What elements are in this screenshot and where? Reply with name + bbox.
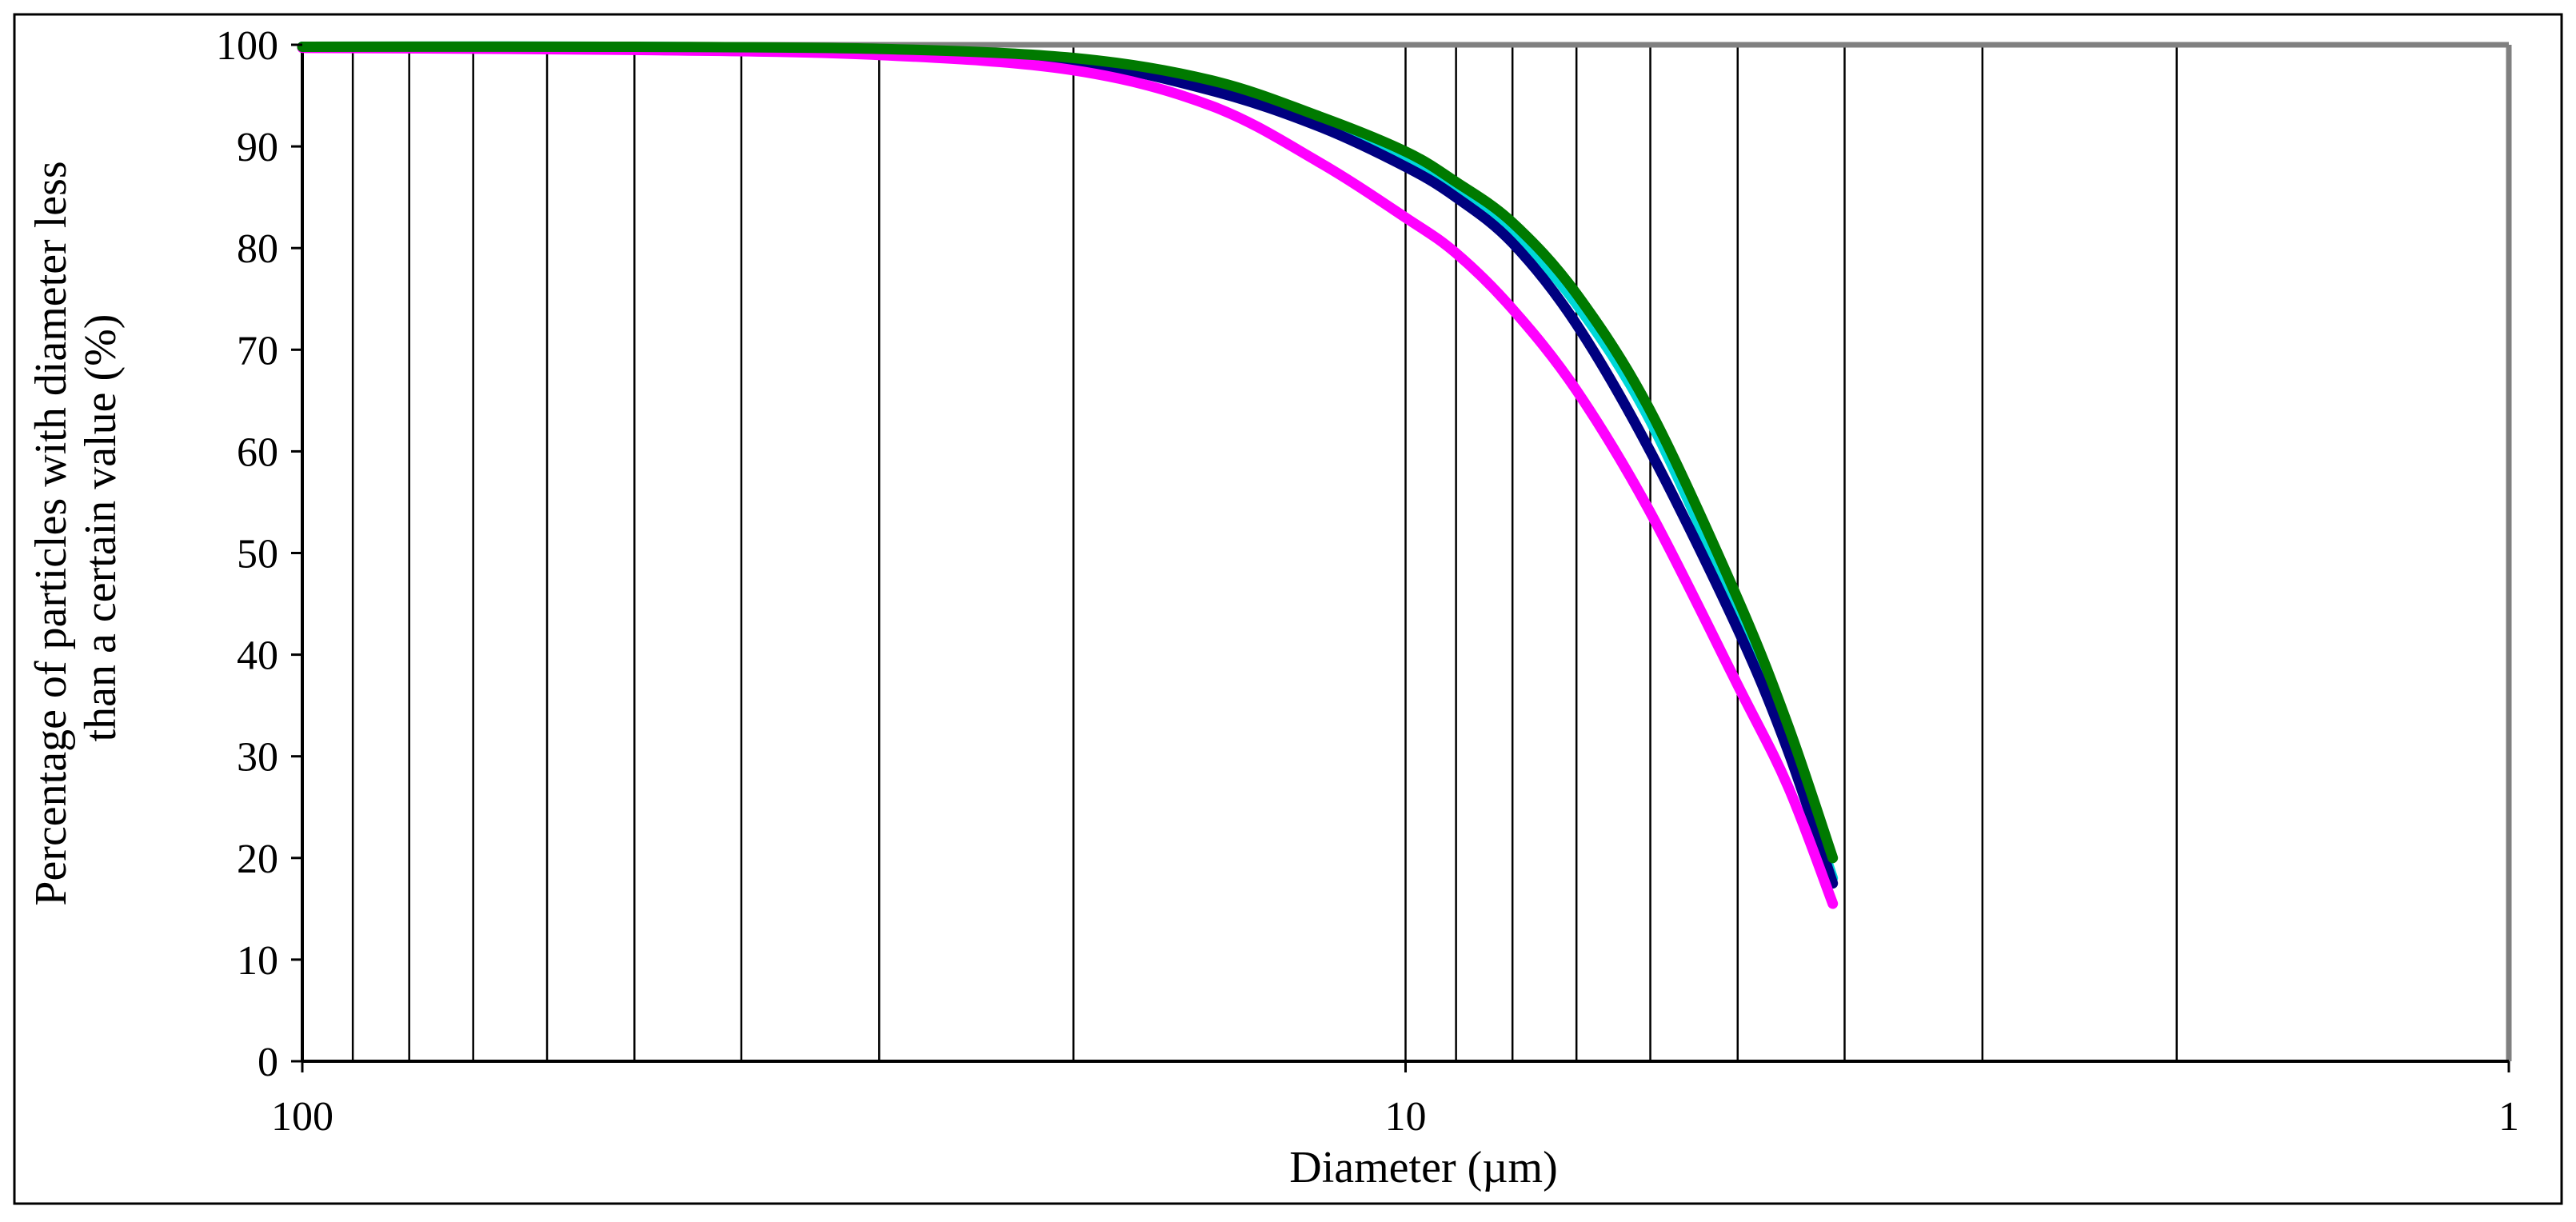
y-axis-title-line-1: Percentage of particles with diameter le… [26,161,76,905]
y-tick-label: 60 [237,429,278,475]
x-tick-label: 100 [271,1094,333,1140]
y-axis-title-line-2: than a certain value (%) [76,314,126,742]
x-axis-title: Diameter (µm) [1289,1143,1557,1192]
x-tick-labels: 100 10 1 [271,1061,2519,1140]
y-tick-label: 10 [237,938,278,984]
y-axis-title: Percentage of particles with diameter le… [26,150,126,905]
y-tick-label: 50 [237,532,278,577]
y-tick-labels: 0 10 20 30 40 50 60 70 80 90 100 [216,23,302,1085]
y-tick-label: 90 [237,125,278,170]
x-tick-label: 1 [2498,1094,2519,1140]
series-lines [297,41,1839,909]
y-tick-label: 70 [237,328,278,373]
series-line-4 [297,41,1839,864]
x-tick-label: 10 [1385,1094,1427,1140]
y-tick-label: 30 [237,735,278,781]
y-tick-label: 80 [237,226,278,272]
y-tick-label: 0 [258,1040,278,1085]
outer-border [13,13,2563,1205]
y-tick-label: 100 [216,23,278,69]
y-tick-label: 20 [237,837,278,882]
y-tick-label: 40 [237,633,278,679]
x-gridlines [351,45,2178,1061]
